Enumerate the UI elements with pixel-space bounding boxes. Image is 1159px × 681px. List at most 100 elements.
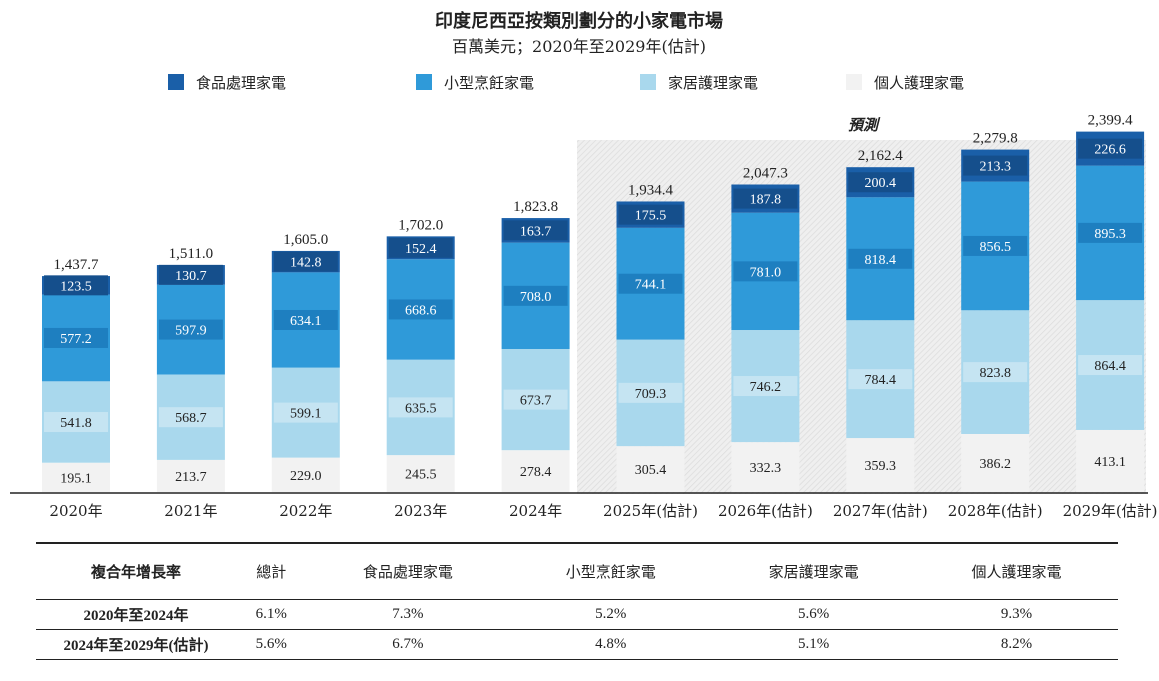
value-label-home: 746.2 <box>750 380 782 395</box>
cagr-value: 7.3% <box>392 605 424 622</box>
legend-swatch-personal <box>846 74 862 90</box>
x-tick-label: 2028年(估計) <box>948 502 1043 520</box>
value-label-home: 635.5 <box>405 401 437 416</box>
value-label-box <box>733 376 798 397</box>
value-label-box <box>273 402 338 423</box>
value-label-box <box>273 309 338 330</box>
total-label: 1,702.0 <box>398 217 443 233</box>
total-label: 1,511.0 <box>169 246 213 262</box>
total-label: 2,047.3 <box>743 165 788 181</box>
value-label-home: 864.4 <box>1094 359 1126 374</box>
value-label-box <box>158 319 223 340</box>
value-label-box <box>733 457 798 478</box>
legend-label-personal: 個人護理家電 <box>874 74 964 92</box>
value-label-box <box>963 155 1028 176</box>
value-label-box <box>273 464 338 485</box>
value-label-kitchen: 856.5 <box>979 240 1011 255</box>
value-label-personal: 359.3 <box>865 459 897 474</box>
cagr-header-food: 食品處理家電 <box>362 564 453 581</box>
value-label-box <box>848 455 913 476</box>
value-label-home: 709.3 <box>635 387 667 402</box>
value-label-box <box>618 273 683 294</box>
cagr-period: 2024年至2029年(估計) <box>63 637 209 654</box>
cagr-value: 5.6% <box>798 605 830 622</box>
chart-title: 印度尼西亞按類別劃分的小家電市場 <box>435 10 723 32</box>
value-label-box <box>848 172 913 193</box>
value-label-box <box>733 261 798 282</box>
value-label-food: 142.8 <box>290 256 322 271</box>
x-tick-label: 2023年 <box>394 502 447 520</box>
value-label-home: 541.8 <box>60 416 92 431</box>
cagr-header-personal: 個人護理家電 <box>971 564 1062 581</box>
value-label-kitchen: 634.1 <box>290 314 322 329</box>
value-label-box <box>963 452 1028 473</box>
total-label: 1,934.4 <box>628 182 674 198</box>
value-label-box <box>1078 222 1143 243</box>
value-label-box <box>273 251 338 272</box>
x-tick-label: 2027年(估計) <box>833 502 928 520</box>
value-label-home: 568.7 <box>175 411 207 426</box>
chart-subtitle: 百萬美元；2020年至2029年(估計) <box>452 37 706 56</box>
bars-group: 195.1 541.8 577.2 123.5 1,437.7 213.7 568.7 597… <box>42 113 1145 492</box>
value-label-food: 200.4 <box>865 176 897 191</box>
value-label-home: 673.7 <box>520 394 552 409</box>
value-label-food: 187.8 <box>750 193 782 208</box>
cagr-header-label: 複合年增長率 <box>90 564 181 581</box>
cagr-value: 8.2% <box>1000 635 1033 652</box>
value-label-box <box>44 467 108 488</box>
total-label: 1,605.0 <box>283 232 328 248</box>
value-label-food: 130.7 <box>175 269 207 284</box>
value-label-box <box>503 461 568 482</box>
forecast-label: 預測 <box>848 116 881 134</box>
value-label-box <box>388 299 453 320</box>
value-label-food: 123.5 <box>60 279 92 294</box>
value-label-kitchen: 668.6 <box>405 303 437 318</box>
x-tick-label: 2026年(估計) <box>718 502 813 520</box>
value-label-kitchen: 781.0 <box>750 265 782 280</box>
x-tick-label: 2022年 <box>279 502 332 520</box>
value-label-personal: 278.4 <box>520 465 552 480</box>
value-label-personal: 229.0 <box>290 469 322 484</box>
value-label-box <box>848 248 913 269</box>
value-label-box <box>733 188 798 209</box>
value-label-personal: 305.4 <box>635 463 667 478</box>
cagr-value: 4.8% <box>595 635 627 652</box>
value-label-food: 213.3 <box>979 160 1011 175</box>
x-tick-label: 2020年 <box>49 502 102 520</box>
value-label-box <box>618 382 683 403</box>
value-label-kitchen: 597.9 <box>175 324 207 339</box>
cagr-value: 9.3% <box>1000 605 1033 622</box>
value-label-personal: 213.7 <box>175 470 207 485</box>
value-label-food: 175.5 <box>635 209 667 224</box>
value-label-box <box>158 465 223 486</box>
value-label-box <box>388 237 453 258</box>
value-label-personal: 195.1 <box>60 471 92 486</box>
value-label-box <box>44 327 108 348</box>
value-label-food: 163.7 <box>520 224 552 239</box>
x-tick-label: 2021年 <box>164 502 217 520</box>
value-label-box <box>1078 450 1143 471</box>
value-label-box <box>963 362 1028 383</box>
value-label-home: 823.8 <box>979 366 1011 381</box>
cagr-header-total: 總計 <box>256 564 287 581</box>
value-label-personal: 332.3 <box>750 461 782 476</box>
cagr-value: 6.7% <box>392 635 424 652</box>
value-label-box <box>1078 355 1143 376</box>
legend-label-food: 食品處理家電 <box>196 74 286 92</box>
value-label-kitchen: 744.1 <box>635 278 667 293</box>
value-label-box <box>158 264 223 285</box>
cagr-value: 5.1% <box>798 635 830 652</box>
value-label-personal: 413.1 <box>1094 455 1126 470</box>
total-label: 1,437.7 <box>54 257 100 273</box>
total-label: 2,399.4 <box>1088 113 1134 129</box>
legend-swatch-food <box>168 74 184 90</box>
value-label-box <box>44 275 108 296</box>
value-label-box <box>848 369 913 390</box>
x-tick-label: 2025年(估計) <box>603 502 698 520</box>
legend: 食品處理家電 小型烹飪家電 家居護理家電 個人護理家電 <box>168 74 964 92</box>
value-label-box <box>1078 138 1143 159</box>
value-label-box <box>618 459 683 480</box>
value-label-home: 784.4 <box>865 373 897 388</box>
x-tick-label: 2024年 <box>509 502 562 520</box>
cagr-table: 複合年增長率 總計 食品處理家電 小型烹飪家電 家居護理家電 個人護理家電 20… <box>36 542 1118 660</box>
